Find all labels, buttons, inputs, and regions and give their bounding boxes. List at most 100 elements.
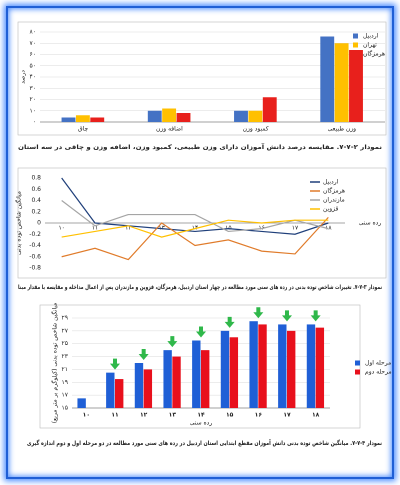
bar xyxy=(61,117,76,122)
arrow-icon xyxy=(282,310,292,322)
y-tick-label: ۲۵ xyxy=(62,340,68,347)
x-tick-label: ۱۶ xyxy=(258,225,264,232)
frame xyxy=(6,6,394,479)
bar xyxy=(262,97,277,122)
legend-label: اردبیل xyxy=(363,33,379,40)
y-tick-label: ۵۰ xyxy=(30,62,36,69)
x-tick-label: ۱۰ xyxy=(58,225,64,232)
bar xyxy=(201,350,210,408)
bar xyxy=(176,113,191,122)
y-tick-label: ۲۳ xyxy=(62,353,69,360)
bar xyxy=(249,321,258,408)
x-tick-label: ۱۵ xyxy=(225,225,231,232)
y-tick-label: -0.4 xyxy=(29,242,41,249)
x-tick-label: ۱۱ xyxy=(92,225,98,232)
arrow-icon xyxy=(196,326,206,338)
x-tick-label: ۱۴ xyxy=(197,412,205,419)
y-tick-label: ۱۰ xyxy=(30,107,36,114)
line-series xyxy=(61,200,329,233)
legend-label: هرمزگان xyxy=(323,187,345,195)
bar xyxy=(172,356,181,408)
arrow-icon xyxy=(224,316,235,328)
x-tick-label: ۱۲ xyxy=(125,225,131,232)
bar xyxy=(143,369,153,408)
bar xyxy=(287,330,296,408)
bar xyxy=(220,330,230,408)
x-tick-label: وزن طبیعی xyxy=(328,126,357,133)
bar xyxy=(258,324,267,408)
legend-label: قزوین xyxy=(323,206,338,213)
y-tick-label: 0.6 xyxy=(31,186,41,193)
arrow-icon xyxy=(110,358,120,370)
bar xyxy=(115,379,124,408)
y-tick-label: ۱۵ xyxy=(62,405,68,412)
legend-swatch xyxy=(353,42,358,48)
arrow-icon xyxy=(167,336,178,348)
arrow-icon xyxy=(138,349,149,360)
bar xyxy=(147,110,162,122)
x-axis-label: رده سنی xyxy=(190,420,213,427)
x-tick-label: ۱۳ xyxy=(169,412,177,419)
bar xyxy=(320,36,335,122)
y-tick-label: ۲۹ xyxy=(62,315,68,322)
x-tick-label: کمبود وزن xyxy=(243,126,269,133)
line-series xyxy=(61,219,329,238)
x-tick-label: ۱۴ xyxy=(192,225,198,232)
bar xyxy=(278,324,287,408)
bar xyxy=(106,372,115,408)
legend-swatch xyxy=(353,51,358,57)
y-tick-label: -0.6 xyxy=(29,253,41,260)
bar xyxy=(134,363,144,408)
y-tick-label: ۶۰ xyxy=(30,51,36,58)
bar xyxy=(162,108,177,122)
y-tick-label: ۰ xyxy=(33,119,36,126)
legend-label: هرمزگان xyxy=(363,50,385,58)
y-tick-label: 0.8 xyxy=(31,175,41,182)
bar xyxy=(77,398,86,408)
x-tick-label: ۱۵ xyxy=(226,412,234,419)
y-tick-label: 0.2 xyxy=(31,208,41,215)
bar xyxy=(234,110,248,122)
legend-label: تهران xyxy=(363,42,377,49)
x-tick-label: ۱۰ xyxy=(83,412,90,419)
x-tick-label: ۱۷ xyxy=(292,225,299,232)
legend-swatch xyxy=(355,360,360,366)
x-tick-label: اضافه وزن xyxy=(156,126,183,133)
x-tick-label: ۱۳ xyxy=(158,225,165,232)
x-tick-label: ۱۸ xyxy=(312,412,320,419)
x-axis-label: رده سنی xyxy=(359,220,382,227)
y-tick-label: ۲۷ xyxy=(62,327,69,334)
legend-swatch xyxy=(353,33,358,39)
caption: نمودار ۴-۷-۷. میانگین شاخص توده بدنی دان… xyxy=(27,438,382,447)
y-tick-label: -0.8 xyxy=(29,265,41,272)
y-tick-label: ۱۷ xyxy=(62,392,69,399)
bar xyxy=(315,327,325,408)
y-axis-label: میانگین شاخص توده بدنی xyxy=(15,191,23,255)
x-tick-label: ۱۶ xyxy=(255,412,263,419)
x-tick-label: ۱۲ xyxy=(140,412,148,419)
bar xyxy=(192,340,201,408)
y-tick-label: ۸۰ xyxy=(30,29,36,36)
bar xyxy=(75,115,90,122)
x-tick-label: ۱۷ xyxy=(283,412,291,419)
arrow-icon xyxy=(253,307,264,319)
y-tick-label: 0 xyxy=(37,220,41,227)
bar xyxy=(248,110,263,122)
y-tick-label: ۱۹ xyxy=(62,379,68,386)
legend-swatch xyxy=(355,369,360,375)
y-axis-label: میانگین شاخص توده بدنی (کیلوگرم بر متر م… xyxy=(51,303,59,424)
bar xyxy=(163,350,172,408)
bar xyxy=(306,324,316,408)
line-series xyxy=(61,177,329,235)
caption: نمودار ۳-۷-۷. تغییرات شاخص توده بدنی در … xyxy=(18,283,382,291)
y-tick-label: ۲۱ xyxy=(62,366,68,373)
x-tick-label: چاق xyxy=(78,126,88,133)
bar xyxy=(90,117,105,122)
legend-label: اردبیل xyxy=(323,179,339,186)
x-tick-label: ۱۸ xyxy=(325,225,332,232)
legend-label: مرحله دوم xyxy=(365,369,392,376)
bar xyxy=(229,337,239,408)
bar xyxy=(334,43,349,122)
